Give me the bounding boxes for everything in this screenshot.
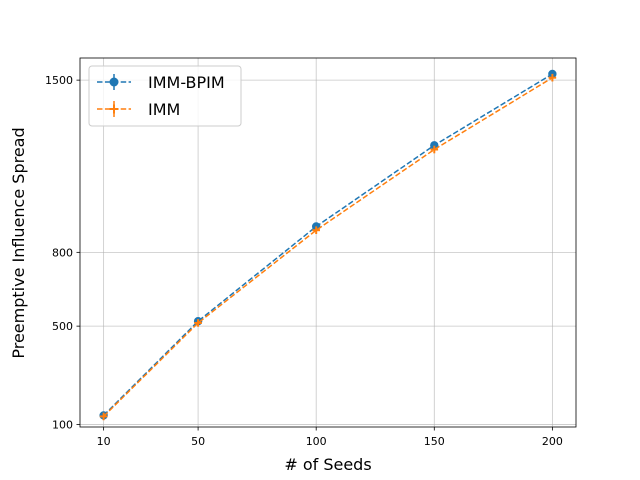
- data-point-imm: [430, 145, 439, 154]
- plot-frame: [79, 57, 577, 428]
- x-tick-label: 200: [542, 435, 563, 448]
- y-tick-label: 1500: [45, 74, 73, 87]
- data-point-imm: [99, 412, 108, 421]
- x-tick-label: 10: [97, 435, 111, 448]
- x-tick-label: 100: [306, 435, 327, 448]
- x-axis-ticks: 10 50 100 150 200: [97, 427, 563, 448]
- x-tick-label: 50: [191, 435, 205, 448]
- legend-label-imm-bpim: IMM-BPIM: [148, 73, 225, 92]
- series-imm: [99, 73, 557, 421]
- legend-entry-imm-bpim: IMM-BPIM: [97, 73, 225, 92]
- x-axis-label: # of Seeds: [284, 455, 371, 474]
- legend-marker-imm: [109, 104, 119, 114]
- legend-box: [88, 65, 242, 127]
- data-point-imm: [312, 226, 320, 234]
- series-layer: [99, 69, 557, 421]
- legend: IMM-BPIM IMM: [88, 65, 242, 127]
- y-tick-label: 800: [52, 246, 73, 259]
- y-axis-ticks: 100 500 800 1500: [45, 74, 80, 432]
- legend-label-imm: IMM: [148, 100, 180, 119]
- series-line-imm: [103, 77, 553, 417]
- legend-entry-imm: IMM: [97, 100, 180, 119]
- data-point-imm: [548, 73, 557, 82]
- y-tick-label: 100: [52, 419, 73, 432]
- y-axis-label: Preemptive Influence Spread: [9, 127, 28, 358]
- legend-marker-imm-bpim: [109, 77, 119, 87]
- x-tick-label: 150: [424, 435, 445, 448]
- y-tick-label: 500: [52, 320, 73, 333]
- data-point-imm: [194, 319, 202, 327]
